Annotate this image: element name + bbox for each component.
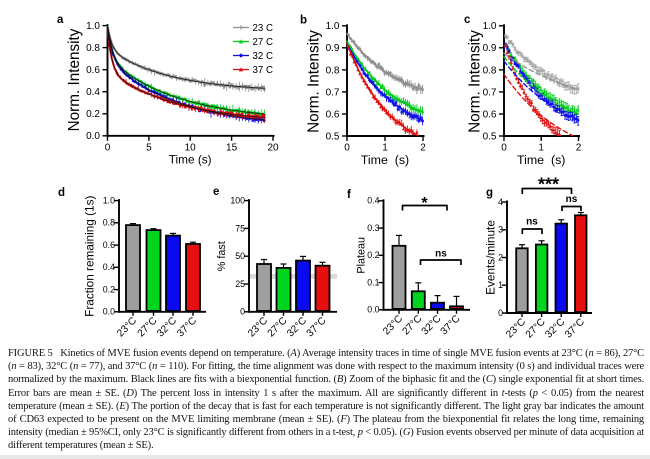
svg-text:0.7: 0.7 <box>326 87 340 98</box>
svg-text:f: f <box>347 189 351 201</box>
svg-text:0.6: 0.6 <box>483 109 497 120</box>
svg-text:0.1: 0.1 <box>367 277 379 287</box>
svg-text:2: 2 <box>576 143 582 154</box>
svg-text:32°C: 32°C <box>155 315 179 339</box>
svg-text:50: 50 <box>235 251 245 261</box>
svg-text:c: c <box>464 14 471 26</box>
svg-text:0.8: 0.8 <box>103 218 115 228</box>
svg-text:0.6: 0.6 <box>103 240 115 250</box>
svg-text:37°C: 37°C <box>563 317 587 341</box>
svg-text:23°C: 23°C <box>115 315 139 339</box>
svg-text:32°C: 32°C <box>543 317 567 341</box>
svg-text:5: 5 <box>146 142 152 153</box>
svg-text:75: 75 <box>235 223 245 233</box>
svg-text:0: 0 <box>498 308 503 318</box>
svg-text:ns: ns <box>435 249 447 260</box>
svg-text:27°C: 27°C <box>524 317 548 341</box>
svg-text:0.8: 0.8 <box>86 43 100 54</box>
svg-text:37 C: 37 C <box>253 65 273 76</box>
svg-text:15: 15 <box>226 142 238 153</box>
svg-text:23°C: 23°C <box>381 313 405 337</box>
svg-text:Plateau: Plateau <box>356 237 368 274</box>
svg-text:1: 1 <box>382 143 388 154</box>
svg-text:% fast: % fast <box>216 241 228 271</box>
svg-text:0.6: 0.6 <box>86 65 100 76</box>
svg-text:1.0: 1.0 <box>103 196 115 206</box>
svg-text:0.4: 0.4 <box>367 196 379 206</box>
svg-text:Time (s): Time (s) <box>361 153 409 167</box>
svg-text:Fraction remaining (1s): Fraction remaining (1s) <box>83 195 97 316</box>
svg-text:1.0: 1.0 <box>86 21 100 32</box>
svg-text:Time (s): Time (s) <box>169 152 212 166</box>
svg-text:0.6: 0.6 <box>326 109 340 120</box>
svg-text:32 C: 32 C <box>253 51 273 62</box>
svg-text:d: d <box>58 187 65 199</box>
svg-text:0.9: 0.9 <box>483 43 497 54</box>
svg-text:32°C: 32°C <box>420 313 444 337</box>
svg-text:g: g <box>486 187 493 199</box>
svg-text:0: 0 <box>501 143 507 154</box>
svg-text:0.4: 0.4 <box>86 87 100 98</box>
svg-text:0: 0 <box>240 307 245 317</box>
svg-text:4: 4 <box>498 197 503 207</box>
svg-text:0.2: 0.2 <box>367 250 379 260</box>
svg-text:ns: ns <box>566 194 578 205</box>
svg-text:ns: ns <box>526 217 538 228</box>
svg-text:Events/minute: Events/minute <box>484 220 498 295</box>
svg-text:2: 2 <box>420 143 426 154</box>
svg-text:100: 100 <box>230 196 245 206</box>
svg-text:Time (s): Time (s) <box>517 153 565 167</box>
svg-text:23°C: 23°C <box>504 317 528 341</box>
svg-text:0.5: 0.5 <box>326 131 340 142</box>
svg-text:Norm. Intensity: Norm. Intensity <box>306 30 323 133</box>
svg-text:1: 1 <box>538 143 544 154</box>
svg-text:0.9: 0.9 <box>326 43 340 54</box>
svg-text:37°C: 37°C <box>175 315 199 339</box>
svg-text:0: 0 <box>105 142 111 153</box>
svg-text:27 C: 27 C <box>253 37 273 48</box>
svg-text:0.2: 0.2 <box>103 285 115 295</box>
svg-text:1.0: 1.0 <box>326 21 340 32</box>
svg-text:25: 25 <box>235 279 245 289</box>
svg-text:0.7: 0.7 <box>483 87 497 98</box>
svg-text:0.4: 0.4 <box>103 262 115 272</box>
svg-text:20: 20 <box>267 142 279 153</box>
svg-text:0.5: 0.5 <box>483 131 497 142</box>
svg-text:a: a <box>57 14 64 26</box>
svg-text:37°C: 37°C <box>439 313 463 337</box>
svg-text:0.0: 0.0 <box>86 131 100 142</box>
svg-text:27°C: 27°C <box>266 315 290 339</box>
svg-text:0.2: 0.2 <box>86 109 100 120</box>
svg-text:23°C: 23°C <box>246 315 270 339</box>
svg-text:Norm. Intensity: Norm. Intensity <box>66 28 83 131</box>
svg-text:e: e <box>213 186 219 198</box>
svg-text:0.8: 0.8 <box>326 65 340 76</box>
svg-text:0.8: 0.8 <box>483 65 497 76</box>
svg-text:*: * <box>421 195 428 212</box>
svg-text:27°C: 27°C <box>136 315 160 339</box>
svg-text:37°C: 37°C <box>305 315 329 339</box>
svg-text:10: 10 <box>185 142 197 153</box>
svg-text:1.0: 1.0 <box>483 21 497 32</box>
svg-text:***: *** <box>538 175 559 195</box>
svg-text:3: 3 <box>498 225 503 235</box>
svg-text:0.3: 0.3 <box>367 223 379 233</box>
svg-text:b: b <box>300 15 307 27</box>
svg-text:Norm. Intensity: Norm. Intensity <box>467 30 484 133</box>
svg-text:23 C: 23 C <box>253 23 273 34</box>
svg-text:1: 1 <box>498 280 503 290</box>
svg-text:0: 0 <box>344 143 350 154</box>
svg-text:0.0: 0.0 <box>367 305 379 315</box>
svg-text:32°C: 32°C <box>285 315 309 339</box>
svg-text:0.0: 0.0 <box>103 307 115 317</box>
svg-text:27°C: 27°C <box>401 313 425 337</box>
svg-text:2: 2 <box>498 252 503 262</box>
